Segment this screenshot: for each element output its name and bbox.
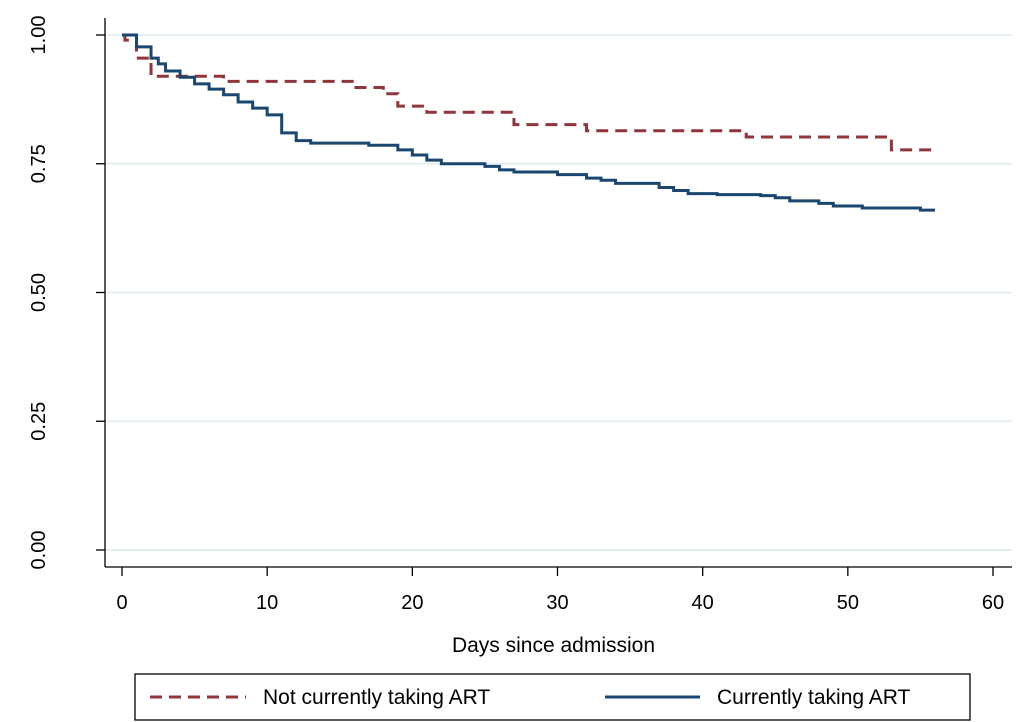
x-tick-label: 20 [401,592,423,614]
y-tick-label: 0.00 [28,531,50,570]
x-tick-label: 10 [256,592,278,614]
legend-box [134,673,971,721]
grid-lines [105,34,1012,551]
axes: 0.00 0.25 0.50 0.75 1.00 0 10 20 30 40 50 60 [28,16,1012,614]
y-tick-label: 0.75 [28,144,50,183]
legend-label: Currently taking ART [717,686,911,709]
x-axis-title: Days since admission [452,634,655,657]
legend-label: Not currently taking ART [263,686,490,709]
x-tick-label: 30 [546,592,568,614]
series-line-not-taking-art [122,33,935,152]
y-tick-label: 1.00 [28,16,50,55]
x-tick-label: 40 [692,592,714,614]
x-tick-label: 60 [982,592,1004,614]
series-lines [122,33,935,212]
x-tick-label: 50 [837,592,859,614]
y-tick-label: 0.50 [28,273,50,312]
series-line-taking-art [122,33,935,212]
legend: Not currently taking ART Currently taking… [134,673,971,721]
x-tick-label: 0 [116,592,127,614]
y-tick-label: 0.25 [28,402,50,441]
